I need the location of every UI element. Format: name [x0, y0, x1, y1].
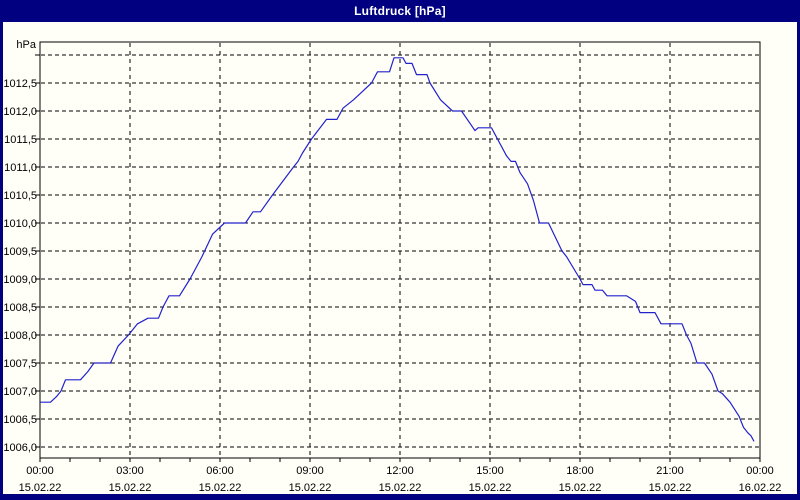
y-axis-label: 1007,0: [3, 386, 37, 398]
x-axis-time-label: 03:00: [116, 465, 144, 477]
y-axis-label: 1008,0: [3, 330, 37, 342]
chart-panel: 1012,5 1012,0 1011,5 1011,0 1010,5 1010,0 1009…: [3, 22, 797, 494]
pressure-line: [40, 57, 755, 442]
y-axis-label: 1006,0: [3, 442, 37, 454]
x-axis-date-label: 15.02.22: [109, 482, 152, 494]
y-axis-label: 1007,5: [3, 358, 37, 370]
x-axis-time-label: 09:00: [296, 465, 324, 477]
x-axis-time-label: 21:00: [656, 465, 684, 477]
x-axis-time-label: 00:00: [746, 465, 774, 477]
y-axis-label: 1009,0: [3, 274, 37, 286]
y-axis-label: 1009,5: [3, 246, 37, 258]
x-axis-date-label: 15.02.22: [469, 482, 512, 494]
plot-border: [39, 41, 761, 459]
y-axis-label: 1012,5: [3, 78, 37, 90]
x-axis-date-label: 15.02.22: [649, 482, 692, 494]
x-axis-date-label: 15.02.22: [379, 482, 422, 494]
y-axis-label: 1011,5: [4, 134, 37, 146]
x-axis-date-label: 16.02.22: [739, 482, 782, 494]
y-axis-label: 1006,5: [3, 414, 37, 426]
y-axis-label: 1011,0: [4, 162, 37, 174]
pressure-chart: 1012,5 1012,0 1011,5 1011,0 1010,5 1010,0 1009…: [3, 39, 782, 494]
x-axis-time-label: 00:00: [26, 465, 54, 477]
x-axis-time-label: 18:00: [566, 465, 594, 477]
x-axis-time-label: 15:00: [476, 465, 504, 477]
x-axis-date-label: 15.02.22: [199, 482, 242, 494]
title-bar: Luftdruck [hPa]: [0, 0, 800, 22]
x-axis-time-label: 06:00: [206, 465, 234, 477]
x-axis-date-label: 15.02.22: [559, 482, 602, 494]
window-title: Luftdruck [hPa]: [354, 4, 446, 18]
y-axis-label: 1012,0: [3, 106, 37, 118]
y-axis-label: 1008,5: [3, 302, 37, 314]
y-axis-label: 1010,5: [3, 190, 37, 202]
y-axis-unit-label: hPa: [16, 39, 36, 51]
x-axis-date-label: 15.02.22: [19, 482, 62, 494]
x-axis-date-label: 15.02.22: [289, 482, 332, 494]
y-axis-label: 1010,0: [3, 218, 37, 230]
x-axis-time-label: 12:00: [386, 465, 414, 477]
